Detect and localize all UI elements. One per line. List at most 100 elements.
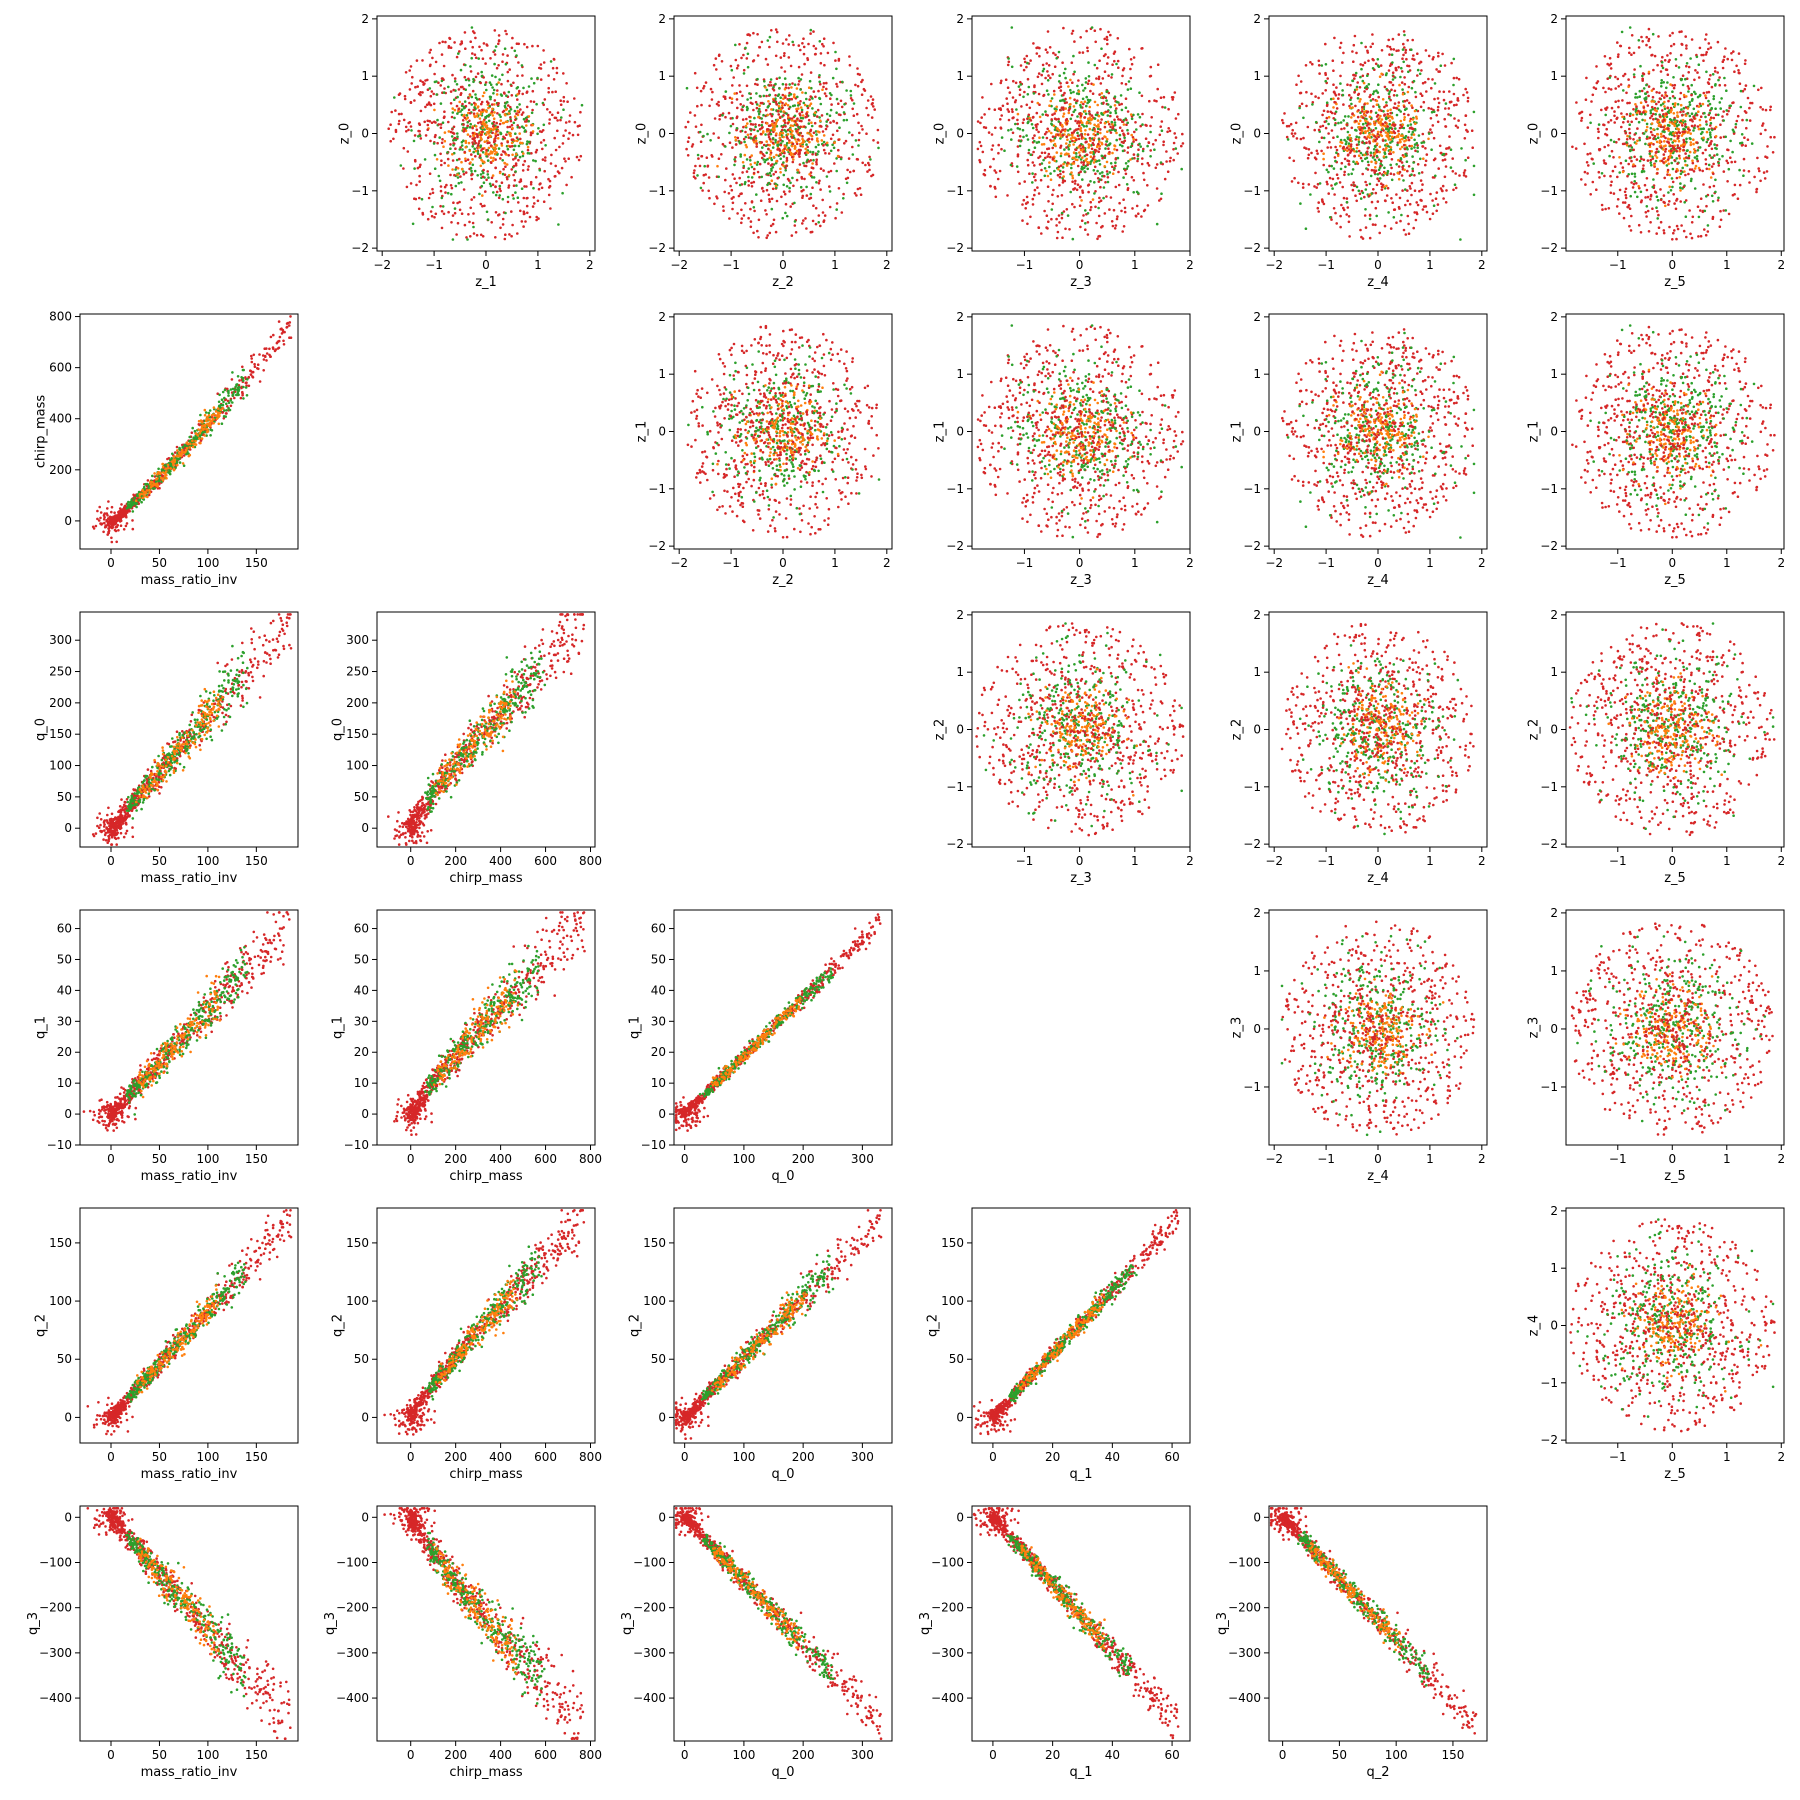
scatter-point	[1062, 162, 1065, 166]
scatter-point	[1114, 164, 1117, 168]
scatter-point	[1411, 57, 1414, 61]
scatter-point	[811, 219, 815, 223]
scatter-point	[1022, 198, 1026, 202]
scatter-point	[849, 89, 853, 93]
scatter-point	[717, 157, 721, 160]
scatter-point	[1082, 150, 1086, 153]
scatter-point	[1030, 100, 1034, 104]
scatter-point	[754, 82, 757, 86]
scatter-point	[762, 94, 766, 98]
x-tick-label: 2	[1478, 258, 1486, 272]
scatter-point	[731, 84, 734, 87]
scatter-point	[1065, 152, 1068, 155]
scatter-point	[1290, 132, 1294, 135]
scatter-point	[1383, 199, 1387, 202]
scatter-point	[1625, 113, 1629, 116]
scatter-point	[722, 209, 725, 212]
scatter-point	[1378, 172, 1382, 175]
scatter-point	[1056, 173, 1060, 177]
scatter-point	[430, 121, 434, 124]
scatter-point	[454, 184, 458, 188]
scatter-point	[755, 92, 758, 95]
scatter-point	[1335, 148, 1339, 152]
scatter-point	[1124, 168, 1127, 172]
scatter-point	[476, 72, 480, 75]
scatter-point	[1092, 143, 1095, 146]
scatter-point	[1330, 129, 1334, 132]
scatter-point	[1130, 133, 1133, 137]
scatter-point	[1056, 230, 1060, 234]
scatter-point	[857, 144, 860, 147]
scatter-point	[509, 108, 513, 111]
scatter-point	[993, 108, 997, 111]
scatter-point	[1159, 197, 1163, 201]
scatter-point	[489, 184, 493, 188]
scatter-point	[1354, 104, 1357, 108]
scatter-point	[1088, 127, 1092, 131]
scatter-point	[1655, 102, 1658, 106]
scatter-point	[1098, 140, 1101, 143]
scatter-point	[1749, 101, 1752, 105]
scatter-point	[1087, 79, 1091, 83]
scatter-point	[1181, 132, 1184, 136]
scatter-point	[404, 125, 408, 129]
scatter-point	[781, 140, 784, 143]
scatter-point	[768, 156, 771, 159]
scatter-point	[1375, 214, 1378, 218]
scatter-point	[1104, 143, 1108, 146]
scatter-point	[737, 194, 741, 198]
scatter-point	[440, 210, 444, 213]
scatter-point	[487, 127, 491, 130]
scatter-point	[828, 190, 832, 193]
scatter-point	[473, 115, 477, 118]
scatter-point	[868, 155, 871, 159]
scatter-point	[1407, 165, 1411, 168]
scatter-point	[1355, 85, 1359, 89]
scatter-point	[1372, 105, 1375, 108]
scatter-point	[506, 79, 510, 83]
scatter-point	[1369, 151, 1373, 154]
scatter-point	[1688, 209, 1691, 212]
scatter-point	[508, 68, 512, 71]
scatter-point	[480, 74, 484, 78]
scatter-point	[815, 158, 818, 161]
scatter-point	[1155, 99, 1158, 103]
scatter-point	[1039, 178, 1043, 182]
scatter-point	[765, 236, 768, 240]
scatter-point	[1353, 77, 1356, 80]
scatter-point	[1336, 135, 1339, 138]
scatter-point	[1027, 148, 1031, 152]
scatter-point	[782, 164, 785, 168]
scatter-point	[1380, 72, 1383, 76]
scatter-point	[1348, 106, 1352, 110]
scatter-point	[1359, 128, 1362, 132]
scatter-point	[1019, 64, 1023, 67]
scatter-point	[495, 190, 499, 194]
scatter-point	[1377, 83, 1380, 86]
scatter-point	[1357, 109, 1360, 112]
scatter-point	[484, 83, 487, 86]
scatter-point	[1413, 109, 1417, 113]
scatter-point	[507, 184, 511, 187]
scatter-point	[791, 124, 795, 128]
scatter-point	[1046, 70, 1049, 73]
scatter-point	[567, 157, 570, 160]
scatter-point	[458, 200, 461, 204]
scatter-point	[469, 135, 472, 138]
scatter-point	[1591, 180, 1595, 184]
scatter-point	[1079, 129, 1083, 133]
scatter-point	[508, 131, 511, 135]
scatter-point	[1133, 130, 1136, 134]
scatter-point	[1086, 101, 1089, 105]
scatter-point	[1647, 94, 1650, 98]
scatter-point	[821, 88, 824, 91]
scatter-point	[493, 127, 496, 130]
scatter-point	[550, 153, 553, 157]
scatter-point	[1350, 126, 1354, 130]
scatter-point	[1386, 125, 1390, 128]
scatter-point	[1111, 172, 1115, 175]
scatter-point	[1038, 136, 1041, 139]
scatter-point	[480, 158, 483, 162]
scatter-point	[1436, 120, 1440, 124]
